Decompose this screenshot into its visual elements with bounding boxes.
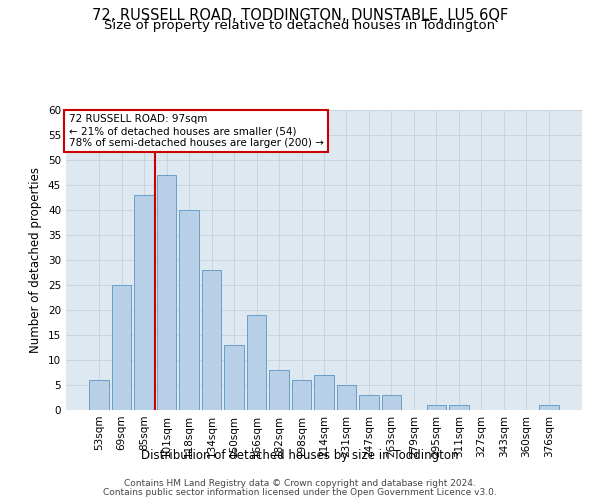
Bar (157, 175, 176, 410)
Bar (247, 315, 266, 410)
Bar (179, 210, 199, 410)
Bar (314, 375, 334, 410)
Bar (202, 270, 221, 410)
Text: Size of property relative to detached houses in Toddington: Size of property relative to detached ho… (104, 19, 496, 32)
Bar (134, 195, 154, 410)
Bar (89, 380, 109, 410)
Bar (449, 405, 469, 410)
Text: Distribution of detached houses by size in Toddington: Distribution of detached houses by size … (141, 448, 459, 462)
Text: Contains HM Land Registry data © Crown copyright and database right 2024.: Contains HM Land Registry data © Crown c… (124, 480, 476, 488)
Bar (539, 405, 559, 410)
Bar (382, 395, 401, 410)
Text: 72 RUSSELL ROAD: 97sqm
← 21% of detached houses are smaller (54)
78% of semi-det: 72 RUSSELL ROAD: 97sqm ← 21% of detached… (68, 114, 323, 148)
Bar (224, 345, 244, 410)
Bar (337, 385, 356, 410)
Bar (112, 285, 131, 410)
Bar (427, 405, 446, 410)
Bar (292, 380, 311, 410)
Y-axis label: Number of detached properties: Number of detached properties (29, 167, 43, 353)
Text: Contains public sector information licensed under the Open Government Licence v3: Contains public sector information licen… (103, 488, 497, 497)
Bar (359, 395, 379, 410)
Text: 72, RUSSELL ROAD, TODDINGTON, DUNSTABLE, LU5 6QF: 72, RUSSELL ROAD, TODDINGTON, DUNSTABLE,… (92, 8, 508, 22)
Bar (269, 370, 289, 410)
